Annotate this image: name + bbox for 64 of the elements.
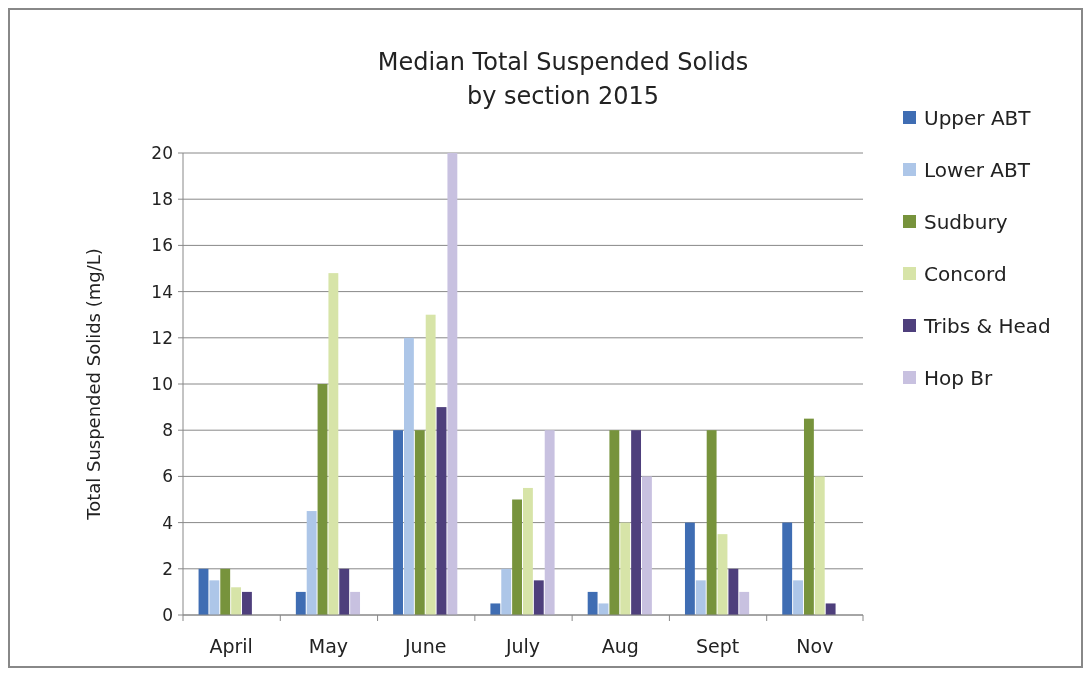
y-tick-label: 14 [151,281,173,302]
legend-label: Concord [924,262,1007,286]
bar [295,591,306,615]
y-tick-label: 6 [162,466,173,487]
y-tick-label: 2 [162,558,173,579]
bar [533,580,544,615]
y-tick-label: 8 [162,420,173,441]
x-tick-label: Nov [796,635,834,657]
bar [328,273,339,615]
y-tick-label: 10 [151,373,173,394]
chart-title: Median Total Suspended Solids by section 2015 [377,48,749,110]
bar [490,603,501,615]
bar [339,568,350,615]
bar [220,568,231,615]
bar [447,153,458,615]
bar [414,430,425,615]
legend-label: Tribs & Head [923,314,1051,338]
y-tick-label: 0 [162,604,173,625]
y-tick-label: 4 [162,512,173,533]
legend-label: Lower ABT [924,158,1031,182]
bar [501,568,512,615]
x-tick-label: Aug [601,635,639,657]
x-tick-label: July [504,635,541,657]
bar [642,476,652,615]
x-tick-label: Sept [695,635,740,657]
bar [350,591,361,615]
y-tick-label: 18 [151,189,173,210]
bar [825,603,836,615]
legend-label: Upper ABT [924,106,1032,130]
legend-label: Hop Br [924,366,994,390]
bar [706,430,717,615]
bar [523,487,533,615]
y-tick-label: 16 [151,235,173,256]
bar [231,587,242,615]
bar [803,418,814,615]
x-tick-label: June [404,635,447,657]
bar [609,430,620,615]
bar [425,314,436,615]
bar [793,580,803,615]
bar [242,591,252,615]
bar [436,407,447,615]
bar [620,522,631,615]
x-tick-label: April [209,635,253,657]
bar [544,430,555,615]
bar [739,591,750,615]
bar [209,580,220,615]
bar [393,430,403,615]
bar [403,337,414,615]
bar [728,568,739,615]
bar [684,522,695,615]
x-tick-label: May [308,635,349,657]
bar [782,522,793,615]
legend-label: Sudbury [924,210,1008,234]
y-tick-label: 20 [151,142,173,163]
bar [587,591,598,615]
bar [717,534,728,615]
bar [695,580,706,615]
bar [814,476,825,615]
bar [317,384,328,615]
bar [306,511,317,615]
bar [631,430,642,615]
bar [512,499,522,615]
y-axis-title: Total Suspended Solids (mg/L) [83,248,104,521]
y-tick-label: 12 [151,327,173,348]
